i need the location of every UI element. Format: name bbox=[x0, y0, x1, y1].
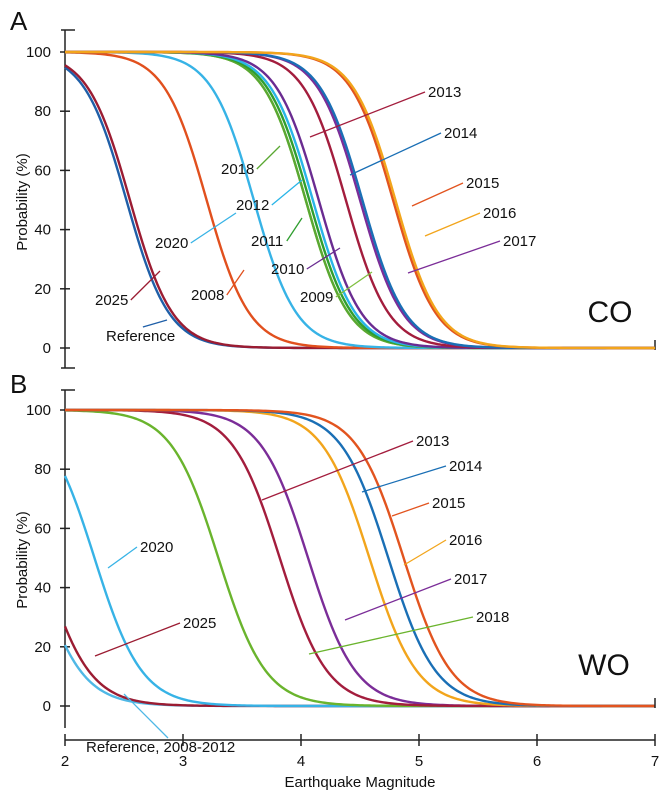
y-tick-label: 100 bbox=[26, 402, 51, 419]
x-tick-label: 6 bbox=[533, 753, 541, 770]
y-tick-label: 20 bbox=[34, 639, 51, 656]
series-line-2013 bbox=[64, 408, 655, 708]
panel-letter: A bbox=[10, 6, 28, 36]
y-axis-title: Probability (%) bbox=[14, 153, 31, 251]
label-leader-line bbox=[306, 247, 341, 270]
y-tick-label: 60 bbox=[34, 520, 51, 537]
x-tick-label: 4 bbox=[297, 753, 305, 770]
y-tick-label: 20 bbox=[34, 281, 51, 298]
x-axis-title: Earthquake Magnitude bbox=[285, 774, 436, 791]
series-label: 2011 bbox=[251, 233, 283, 250]
series-group bbox=[63, 408, 655, 708]
label-leader-line bbox=[308, 616, 474, 655]
label-leader-line bbox=[411, 182, 464, 207]
y-tick-label: 0 bbox=[43, 698, 51, 715]
label-leader-line bbox=[256, 145, 281, 170]
series-label: 2016 bbox=[483, 205, 516, 222]
label-leader-line bbox=[123, 693, 169, 739]
series-label: 2009 bbox=[300, 289, 333, 306]
series-label: 2012 bbox=[236, 197, 269, 214]
label-leader-line bbox=[286, 217, 303, 242]
series-line-2025 bbox=[64, 64, 655, 350]
series-label: Reference, 2008-2012 bbox=[86, 739, 235, 756]
y-tick-label: 80 bbox=[34, 103, 51, 120]
label-leader-line bbox=[107, 546, 138, 569]
label-leader-line bbox=[94, 622, 181, 657]
series-line-2020 bbox=[63, 475, 655, 708]
series-line-2016 bbox=[65, 408, 655, 708]
series-line-2017 bbox=[65, 408, 655, 708]
y-axis-title: Probability (%) bbox=[14, 511, 31, 609]
label-leader-line bbox=[391, 502, 430, 517]
label-leader-line bbox=[361, 465, 447, 493]
label-leader-line bbox=[335, 271, 373, 298]
label-leader-line bbox=[424, 212, 481, 237]
series-label: 2013 bbox=[416, 433, 449, 450]
x-tick-label: 5 bbox=[415, 753, 423, 770]
series-group bbox=[64, 50, 655, 350]
x-tick-label: 7 bbox=[651, 753, 659, 770]
series-label: 2020 bbox=[155, 235, 188, 252]
series-label: 2018 bbox=[221, 161, 254, 178]
y-tick-label: 100 bbox=[26, 44, 51, 61]
series-label: 2015 bbox=[466, 175, 499, 192]
series-label: 2017 bbox=[503, 233, 536, 250]
series-label: 2008 bbox=[191, 287, 224, 304]
y-tick-label: 40 bbox=[34, 222, 51, 239]
series-label: 2014 bbox=[444, 125, 477, 142]
x-tick-label: 3 bbox=[179, 753, 187, 770]
series-line-2015 bbox=[65, 408, 655, 708]
label-leader-line bbox=[344, 578, 452, 621]
series-label: 2017 bbox=[454, 571, 487, 588]
region-label: CO bbox=[588, 296, 633, 329]
label-leader-line bbox=[261, 440, 414, 501]
series-line-2018 bbox=[64, 409, 655, 708]
x-tick-label: 2 bbox=[61, 753, 69, 770]
series-line-reference bbox=[64, 66, 655, 350]
panel-a: A CO 0 20 40 60 80 100 Probability (%) Reference 2… bbox=[10, 6, 656, 369]
label-leader-line bbox=[349, 132, 442, 176]
panel-b: B WO 0 20 40 60 80 100 Probability (%) Reference,… bbox=[10, 369, 659, 791]
label-leader-line bbox=[226, 269, 245, 296]
y-tick-label: 60 bbox=[34, 162, 51, 179]
series-label: 2010 bbox=[271, 261, 304, 278]
series-labels: Reference, 2008-2012 2025 2020 2018 2017 2013… bbox=[86, 433, 509, 756]
label-leader-line bbox=[403, 539, 447, 566]
y-tick-label: 0 bbox=[43, 340, 51, 357]
y-tick-label: 40 bbox=[34, 580, 51, 597]
series-label: 2018 bbox=[476, 609, 509, 626]
series-label: 2025 bbox=[95, 292, 128, 309]
label-leader-line bbox=[309, 91, 426, 138]
series-line-2025 bbox=[63, 625, 655, 708]
series-label: 2020 bbox=[140, 539, 173, 556]
label-leader-line bbox=[142, 319, 168, 328]
series-label: 2014 bbox=[449, 458, 482, 475]
region-label: WO bbox=[578, 649, 630, 682]
series-label: 2016 bbox=[449, 532, 482, 549]
label-leader-line bbox=[407, 240, 501, 274]
label-leader-line bbox=[130, 270, 161, 301]
series-label: 2015 bbox=[432, 495, 465, 512]
y-tick-label: 80 bbox=[34, 461, 51, 478]
label-leader-line bbox=[271, 179, 303, 206]
series-label: 2013 bbox=[428, 84, 461, 101]
series-line-2016 bbox=[65, 50, 655, 350]
series-line-2017 bbox=[65, 50, 655, 350]
series-line-2014 bbox=[65, 408, 655, 708]
series-labels: Reference 2025 2008 2020 2009 2018 2011 2012 201… bbox=[95, 84, 536, 345]
series-label: 2025 bbox=[183, 615, 216, 632]
panel-letter: B bbox=[10, 369, 27, 399]
series-label: Reference bbox=[106, 328, 175, 345]
label-leader-line bbox=[190, 212, 237, 244]
